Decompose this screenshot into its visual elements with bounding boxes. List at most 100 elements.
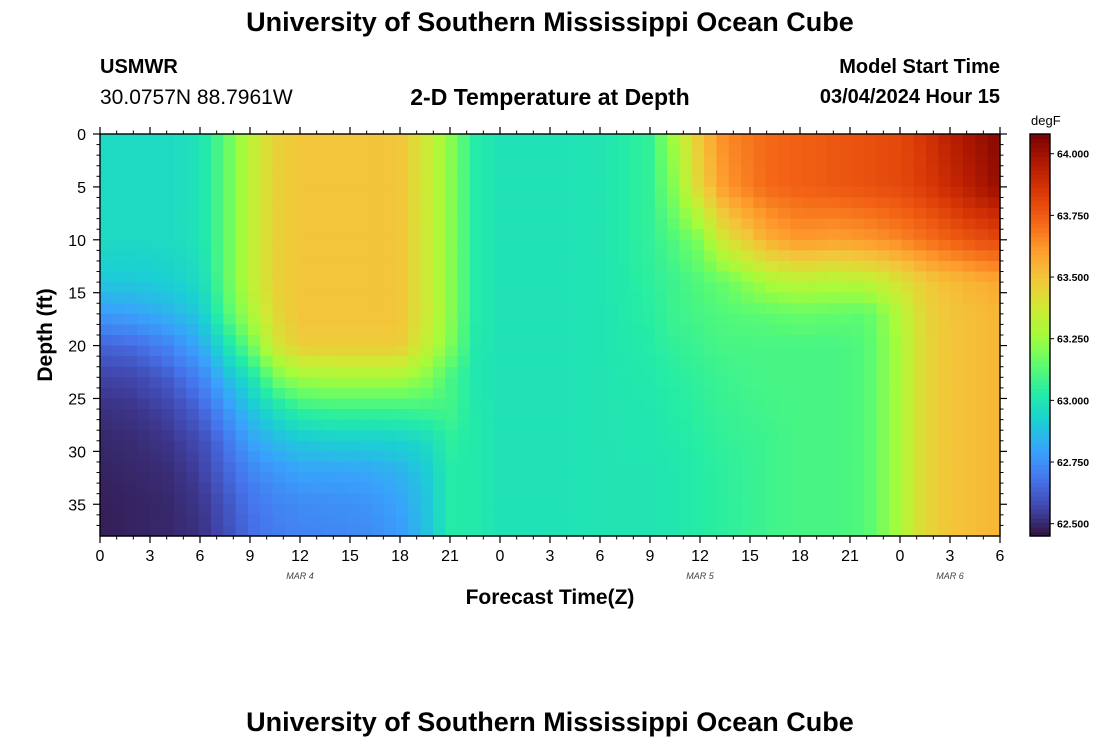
heatmap-cell xyxy=(420,313,434,326)
heatmap-cell xyxy=(605,165,619,177)
heatmap-cell xyxy=(284,197,298,209)
heatmap-cell xyxy=(519,176,533,188)
heatmap-cell xyxy=(173,271,187,283)
colorbar-segment xyxy=(1030,138,1050,144)
heatmap-cell xyxy=(531,186,545,199)
heatmap-cell xyxy=(691,377,705,389)
heatmap-cell xyxy=(186,430,200,442)
heatmap-cell xyxy=(987,303,1001,315)
heatmap-cell xyxy=(272,292,286,304)
heatmap-cell xyxy=(716,208,730,220)
heatmap-cell xyxy=(839,165,853,177)
heatmap-cell xyxy=(852,134,865,146)
heatmap-cell xyxy=(716,409,730,421)
heatmap-cell xyxy=(124,250,138,262)
heatmap-cell xyxy=(741,345,755,357)
colorbar-segment xyxy=(1030,469,1050,475)
heatmap-cell xyxy=(926,134,939,146)
station-id: USMWR xyxy=(100,56,178,78)
heatmap-cell xyxy=(605,144,619,156)
heatmap-cell xyxy=(494,208,508,220)
heatmap-cell xyxy=(741,377,755,389)
heatmap-cell xyxy=(531,409,545,421)
heatmap-cell xyxy=(358,409,372,421)
heatmap-cell xyxy=(630,356,644,368)
heatmap-cell xyxy=(580,208,594,220)
heatmap-cell xyxy=(235,409,249,421)
heatmap-cell xyxy=(765,377,779,389)
heatmap-cell xyxy=(445,398,459,410)
heatmap-cell xyxy=(247,335,261,347)
heatmap-cell xyxy=(593,239,607,251)
heatmap-cell xyxy=(556,472,570,484)
heatmap-cell xyxy=(741,398,755,410)
heatmap-cell xyxy=(149,387,163,400)
heatmap-cell xyxy=(223,472,237,484)
heatmap-cell xyxy=(469,313,483,326)
heatmap-cell xyxy=(815,176,828,188)
colorbar-segment xyxy=(1030,455,1050,461)
heatmap-cell xyxy=(679,197,693,209)
heatmap-cell xyxy=(901,419,915,431)
heatmap-cell xyxy=(494,155,508,167)
heatmap-cell xyxy=(901,292,915,304)
heatmap-cell xyxy=(371,409,385,421)
heatmap-cell xyxy=(901,218,915,230)
heatmap-cell xyxy=(864,398,878,410)
heatmap-cell xyxy=(593,451,607,463)
heatmap-cell xyxy=(926,387,939,400)
heatmap-cell xyxy=(765,260,779,273)
heatmap-cell xyxy=(642,472,656,484)
heatmap-cell xyxy=(864,483,878,495)
heatmap-cell xyxy=(568,155,582,167)
heatmap-cell xyxy=(247,218,261,230)
heatmap-cell xyxy=(358,504,372,516)
heatmap-cell xyxy=(519,260,533,273)
heatmap-cell xyxy=(864,229,878,241)
heatmap-cell xyxy=(186,398,200,410)
heatmap-cell xyxy=(371,366,385,378)
heatmap-cell xyxy=(309,451,323,463)
heatmap-cell xyxy=(284,356,298,368)
heatmap-cell xyxy=(827,292,841,304)
heatmap-cell xyxy=(358,197,372,209)
colorbar-segment xyxy=(1030,236,1050,242)
heatmap-cell xyxy=(284,134,298,146)
heatmap-cell xyxy=(667,155,681,167)
heatmap-cell xyxy=(802,324,816,336)
heatmap-cell xyxy=(186,176,200,188)
heatmap-cell xyxy=(667,430,681,442)
heatmap-cell xyxy=(778,239,792,251)
heatmap-cell xyxy=(815,366,828,378)
heatmap-cell xyxy=(593,525,607,537)
heatmap-cell xyxy=(704,144,718,156)
heatmap-cell xyxy=(186,472,200,484)
heatmap-cell xyxy=(445,430,459,442)
heatmap-cell xyxy=(136,165,150,177)
heatmap-cell xyxy=(741,525,755,537)
heatmap-cell xyxy=(950,398,964,410)
heatmap-cell xyxy=(913,483,927,495)
heatmap-cell xyxy=(506,356,520,368)
heatmap-cell xyxy=(100,155,113,167)
heatmap-cell xyxy=(691,197,705,209)
heatmap-cell xyxy=(691,366,705,378)
heatmap-cell xyxy=(136,292,150,304)
heatmap-cell xyxy=(617,218,631,230)
colorbar-segment xyxy=(1030,134,1050,140)
heatmap-cell xyxy=(790,144,804,156)
heatmap-cell xyxy=(334,483,348,495)
heatmap-cell xyxy=(667,356,681,368)
heatmap-cell xyxy=(531,504,545,516)
heatmap-cell xyxy=(938,282,952,294)
heatmap-cell xyxy=(321,504,335,516)
heatmap-cell xyxy=(963,335,976,347)
heatmap-cell xyxy=(926,525,939,537)
heatmap-cell xyxy=(802,451,816,463)
heatmap-cell xyxy=(136,324,150,336)
heatmap-cell xyxy=(420,292,434,304)
heatmap-cell xyxy=(161,303,175,315)
heatmap-cell xyxy=(445,377,459,389)
heatmap-cell xyxy=(531,134,545,146)
heatmap-cell xyxy=(728,493,742,505)
